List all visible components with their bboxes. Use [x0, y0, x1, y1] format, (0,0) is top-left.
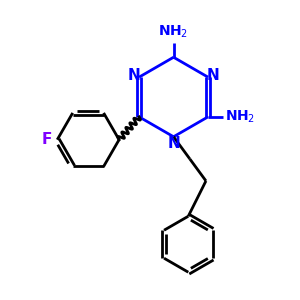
Text: NH$_2$: NH$_2$ [158, 24, 189, 40]
Text: N: N [207, 68, 220, 83]
Text: F: F [42, 132, 52, 147]
Text: NH$_2$: NH$_2$ [225, 109, 255, 125]
Text: N: N [128, 68, 140, 83]
Text: N: N [167, 136, 180, 151]
